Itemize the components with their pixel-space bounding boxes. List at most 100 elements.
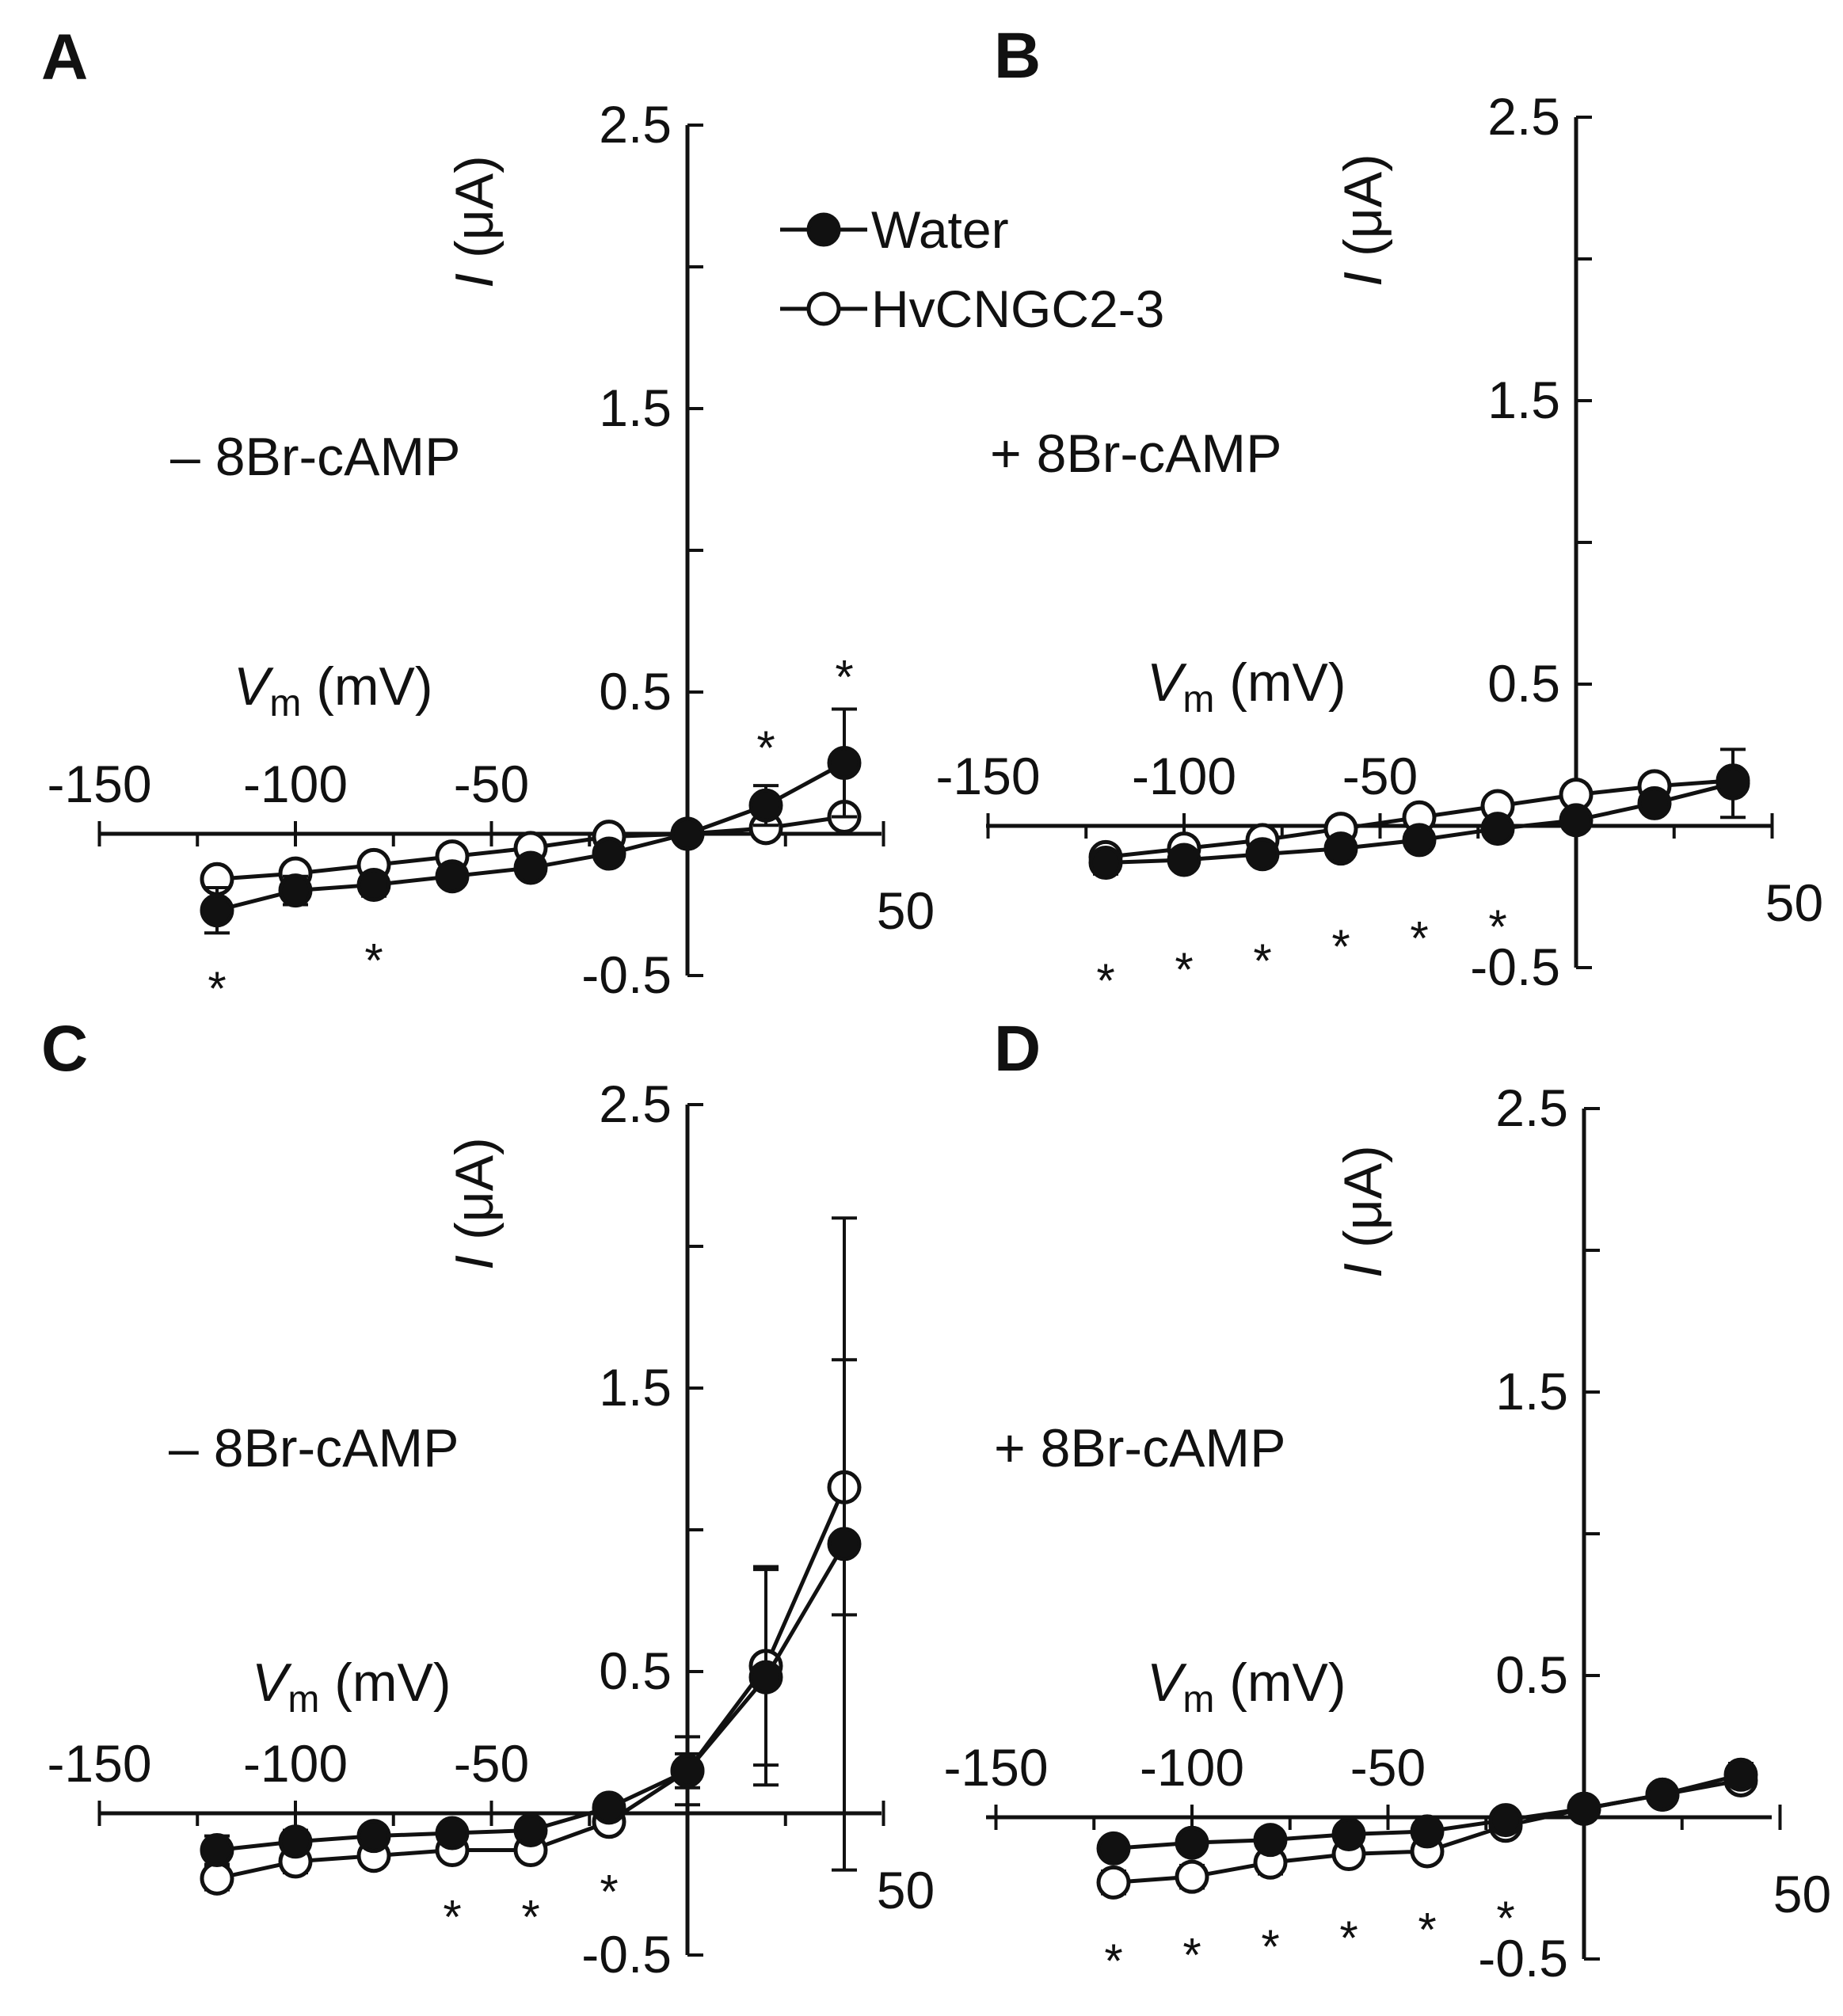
significance-star: * <box>1488 900 1506 953</box>
data-point-water <box>1567 1791 1601 1826</box>
y-axis-title-unit: (μA) <box>1333 154 1393 272</box>
x-axis-title-subscript: m <box>1182 679 1214 721</box>
x-axis-title-subscript: m <box>287 1679 319 1721</box>
data-point-water <box>1253 1823 1288 1858</box>
panel-letter: B <box>994 20 1041 92</box>
x-axis-title-unit: (mV) <box>1214 1653 1346 1713</box>
data-point-water <box>200 1833 234 1868</box>
x-tick-label: 50 <box>877 881 935 940</box>
significance-star: * <box>1496 1892 1514 1945</box>
y-axis-title-symbol: I <box>1333 1263 1393 1278</box>
condition-label: – 8Br-cAMP <box>170 427 461 487</box>
data-point-water <box>1175 1825 1209 1860</box>
y-tick-label: 2.5 <box>599 95 672 154</box>
significance-star: * <box>1096 954 1114 1007</box>
data-point-water <box>1331 1816 1366 1851</box>
x-axis-title-unit: (mV) <box>1214 652 1346 713</box>
x-axis-title-subscript: m <box>1182 1679 1214 1721</box>
data-point-water <box>1480 812 1515 846</box>
data-point-water <box>435 859 470 894</box>
y-tick-label: -0.5 <box>1478 1929 1568 1987</box>
y-tick-label: 0.5 <box>1487 654 1560 713</box>
data-point-water <box>1637 785 1672 820</box>
significance-star: * <box>1418 1903 1436 1956</box>
significance-star: * <box>756 721 775 774</box>
x-axis-title-unit: (mV) <box>301 656 432 717</box>
data-point-water <box>1167 843 1201 877</box>
panel-letter: C <box>41 1013 88 1085</box>
data-point-water <box>1245 837 1280 872</box>
data-point-water <box>1723 1757 1758 1792</box>
x-axis-title-unit: (mV) <box>319 1653 451 1713</box>
x-axis-title-symbol: V <box>234 656 274 717</box>
significance-star: * <box>208 962 226 1015</box>
data-point-hvcngc2-3 <box>1096 1865 1131 1900</box>
data-point-water <box>592 836 626 871</box>
legend: Water HvCNGC2-3 <box>780 200 1164 338</box>
significance-star: * <box>1410 911 1428 964</box>
data-point-water <box>356 1819 391 1854</box>
y-tick-label: 1.5 <box>1495 1362 1568 1421</box>
legend-marker-hvcngc2-3 <box>806 291 841 326</box>
panel-b: B -150 -100 -50 50 2.5 1.5 0.5 -0.5 + 8Br-cAMP Vm … <box>935 20 1823 1007</box>
data-point-water <box>1559 803 1594 838</box>
x-tick-label: -50 <box>1350 1738 1426 1797</box>
x-tick-label: -50 <box>454 755 529 813</box>
condition-label: + 8Br-cAMP <box>990 424 1281 484</box>
x-tick-label: 50 <box>1765 873 1823 932</box>
significance-star: * <box>1175 943 1193 996</box>
data-point-water <box>278 1824 313 1859</box>
significance-star: * <box>1182 1929 1201 1982</box>
x-tick-label: -150 <box>47 755 151 813</box>
y-tick-label: -0.5 <box>581 945 672 1004</box>
y-axis-title-symbol: I <box>444 1255 505 1270</box>
y-tick-label: 2.5 <box>599 1075 672 1133</box>
y-tick-label: 1.5 <box>599 378 672 437</box>
y-tick-label: -0.5 <box>581 1925 672 1984</box>
x-axis-title: Vm (mV) <box>234 656 433 725</box>
condition-label: + 8Br-cAMP <box>994 1418 1285 1478</box>
panel-d: D -150 -100 -50 50 2.5 1.5 0.5 -0.5 + 8Br-cAMP Vm … <box>943 1013 1831 1987</box>
panel-c: C -150 -100 -50 50 2.5 1.5 0.5 -0.5 – 8Br-cAMP Vm … <box>41 1013 935 1984</box>
x-axis-title-symbol: V <box>1147 652 1187 713</box>
data-point-water <box>1645 1777 1680 1812</box>
y-axis-title-symbol: I <box>444 273 505 288</box>
data-point-water <box>278 873 313 908</box>
data-point-water <box>1410 1814 1445 1849</box>
x-tick-label: 50 <box>1773 1865 1831 1923</box>
y-tick-label: 1.5 <box>1487 371 1560 429</box>
y-tick-label: 0.5 <box>599 1641 672 1700</box>
y-axis-title: I (μA) <box>444 1137 505 1270</box>
x-axis-title: Vm (mV) <box>1147 1653 1346 1721</box>
significance-star: * <box>1261 1920 1279 1973</box>
legend-label-hvcngc2-3: HvCNGC2-3 <box>871 280 1164 338</box>
legend-marker-water <box>806 212 841 247</box>
data-point-water <box>748 1660 783 1695</box>
significance-star: * <box>1331 920 1350 973</box>
y-axis-title-unit: (μA) <box>444 155 505 273</box>
significance-star: * <box>1253 934 1271 987</box>
panel-a: A -150 -100 -50 50 2.5 1.5 0.5 -0.5 – 8Br-cAMP Vm … <box>41 21 935 1015</box>
x-tick-label: -100 <box>1140 1738 1244 1797</box>
data-point-water <box>356 867 391 902</box>
x-tick-label: 50 <box>877 1861 935 1919</box>
x-axis-title-symbol: V <box>252 1653 292 1713</box>
y-tick-label: 2.5 <box>1495 1078 1568 1137</box>
significance-star: * <box>600 1866 618 1919</box>
y-axis-title-unit: (μA) <box>1333 1145 1393 1263</box>
y-tick-label: 0.5 <box>1495 1645 1568 1704</box>
data-point-water <box>1488 1803 1523 1838</box>
data-point-water <box>1402 823 1437 858</box>
data-point-hvcngc2-3 <box>1175 1859 1209 1894</box>
data-point-hvcngc2-3 <box>200 1861 234 1896</box>
data-point-water <box>1715 766 1750 801</box>
x-tick-label: -50 <box>454 1734 529 1793</box>
x-tick-label: -100 <box>243 755 348 813</box>
data-point-water <box>670 1753 705 1788</box>
data-point-water <box>513 850 548 885</box>
data-point-water <box>827 746 862 780</box>
data-point-water <box>748 788 783 823</box>
x-tick-label: -150 <box>47 1734 151 1793</box>
y-tick-label: 1.5 <box>599 1358 672 1417</box>
